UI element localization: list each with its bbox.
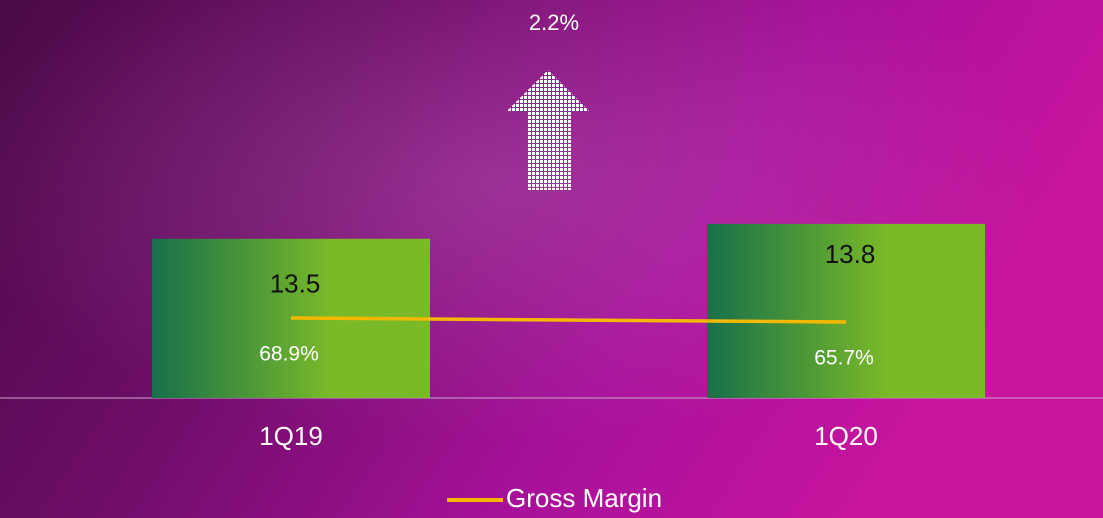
- bar: [707, 223, 985, 398]
- x-tick-label: 1Q19: [259, 421, 323, 451]
- bar-value-label: 13.8: [825, 239, 876, 269]
- line-value-label: 68.9%: [259, 343, 319, 366]
- x-tick-label: 1Q20: [814, 421, 878, 451]
- line-value-label: 65.7%: [814, 347, 874, 370]
- legend-label: Gross Margin: [506, 483, 662, 513]
- annotation: 2.2%: [529, 10, 579, 35]
- bar-value-label: 13.5: [270, 269, 321, 299]
- up-arrow: [506, 70, 590, 190]
- line: [290, 316, 847, 324]
